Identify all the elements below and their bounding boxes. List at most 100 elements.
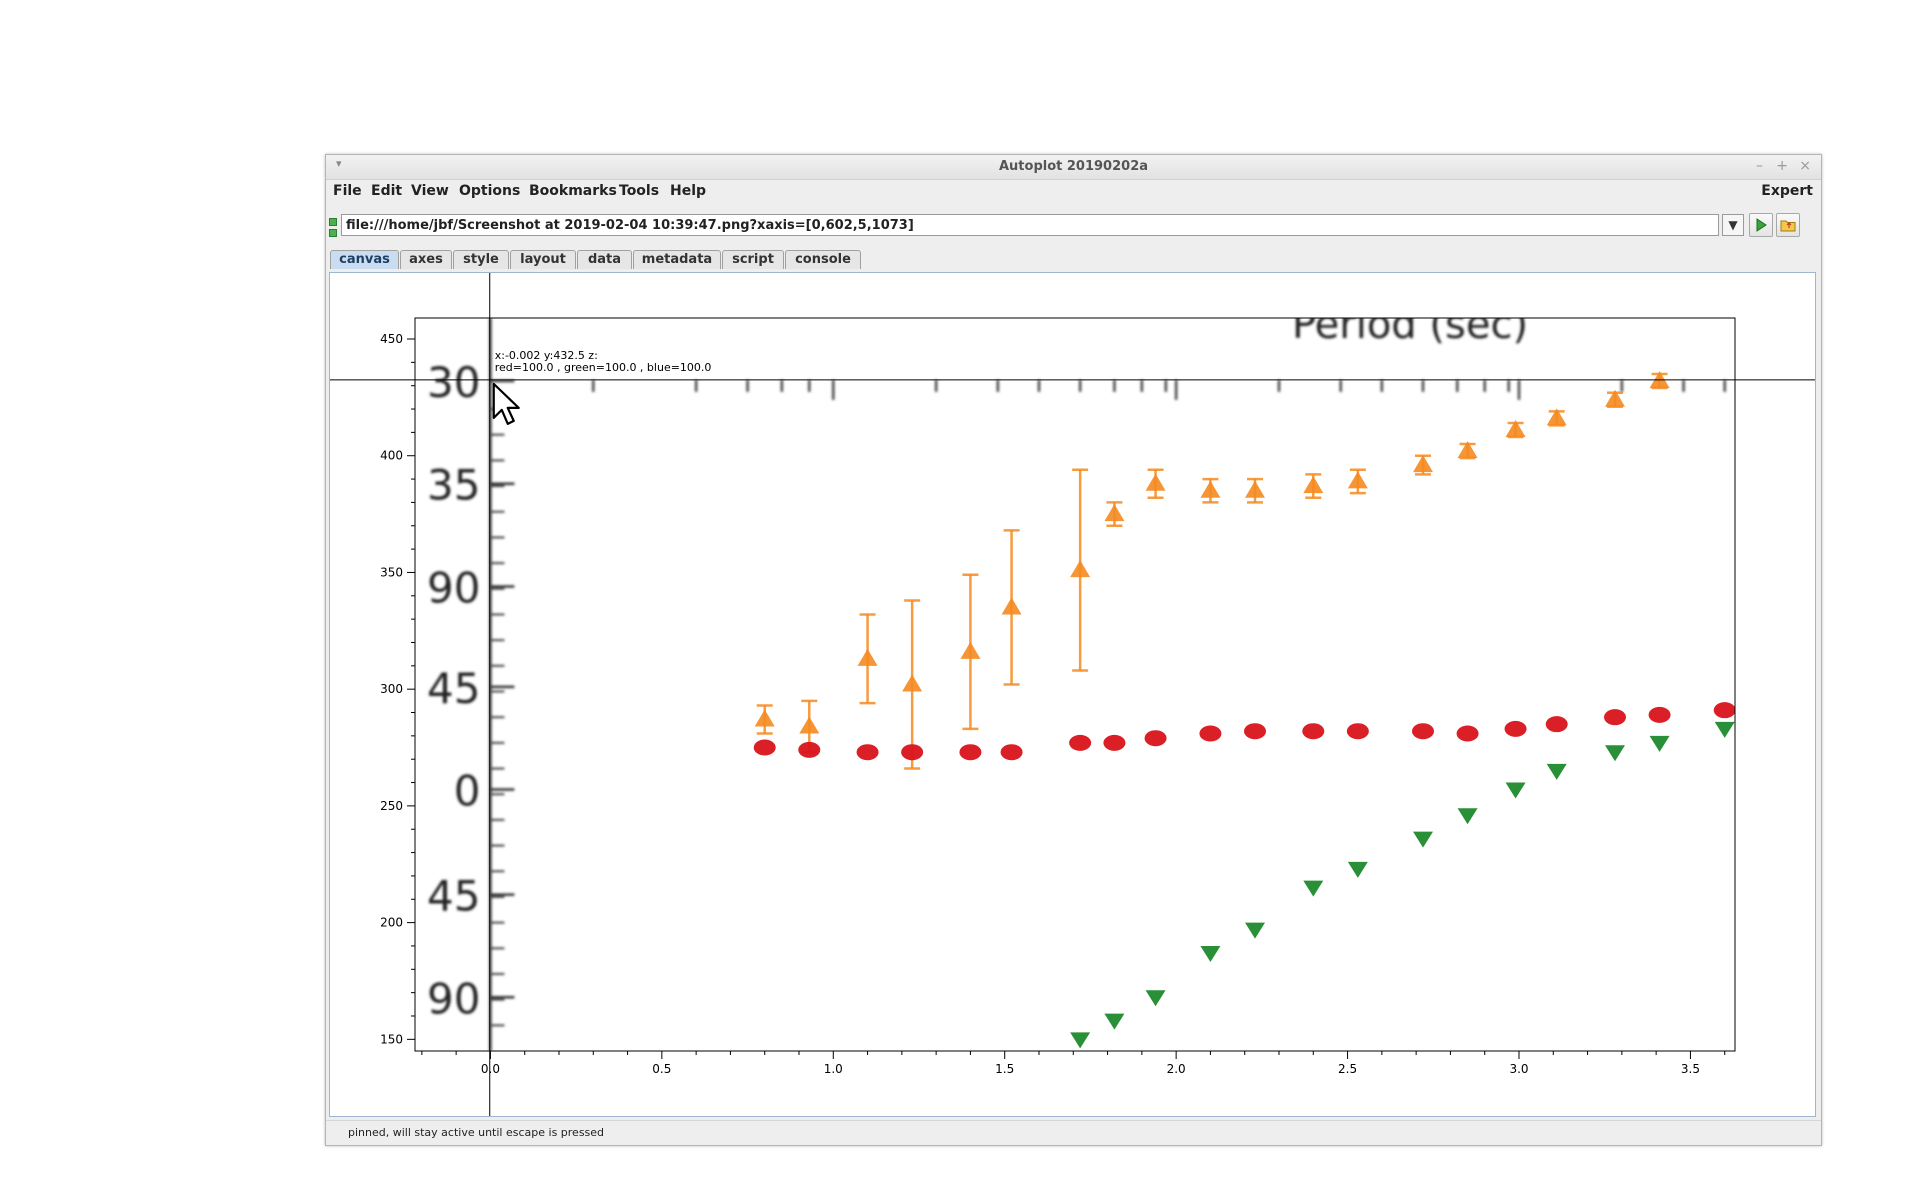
data-point: [1070, 1032, 1091, 1049]
embedded-title: Period (sec): [1292, 302, 1528, 348]
data-point: [1000, 744, 1023, 761]
data-point: [753, 739, 776, 756]
x-tick-label: 1.0: [824, 1062, 843, 1076]
menu-edit[interactable]: Edit: [371, 183, 403, 199]
x-tick-label: 1.5: [995, 1062, 1014, 1076]
data-point: [1070, 560, 1091, 578]
data-point: [799, 716, 820, 734]
data-point: [1199, 725, 1222, 742]
data-point: [1605, 389, 1625, 407]
app-window: ▾ Autoplot 20190202a – + × File Edit Vie…: [325, 154, 1822, 1146]
window-menu-icon[interactable]: ▾: [336, 157, 342, 170]
menu-bar: File Edit View Options Bookmarks Tools H…: [326, 180, 1821, 202]
data-point: [1457, 441, 1478, 459]
expert-toggle[interactable]: Expert: [1761, 183, 1813, 199]
data-point: [1245, 480, 1265, 498]
y-tick-label: 250: [380, 799, 403, 813]
embedded-left-label: 90: [427, 563, 480, 612]
tab-data[interactable]: data: [577, 250, 632, 269]
data-point: [1145, 473, 1166, 491]
data-point: [1605, 745, 1625, 762]
embedded-left-axis: 30 35 90 45 0 45 90: [427, 318, 515, 1051]
url-row: file:///home/jbf/Screenshot at 2019-02-0…: [326, 211, 1821, 241]
x-tick-label: 2.5: [1338, 1062, 1357, 1076]
title-bar: ▾ Autoplot 20190202a – + ×: [326, 155, 1821, 180]
tab-script[interactable]: script: [722, 250, 784, 269]
tab-layout[interactable]: layout: [510, 250, 576, 269]
data-point: [1303, 880, 1324, 897]
data-point: [959, 744, 982, 761]
maximize-icon[interactable]: +: [1776, 158, 1788, 174]
minimize-icon[interactable]: –: [1756, 158, 1763, 174]
data-point: [1546, 408, 1567, 426]
crosshair-readout-line1: x:-0.002 y:432.5 z:: [495, 349, 598, 362]
data-point: [1346, 723, 1369, 740]
data-point: [1347, 861, 1368, 878]
data-point: [960, 641, 981, 659]
menu-options[interactable]: Options: [459, 183, 521, 199]
embedded-left-label: 30: [427, 358, 480, 407]
embedded-left-label: 45: [427, 664, 480, 713]
tab-metadata[interactable]: metadata: [633, 250, 721, 269]
y-tick-label: 150: [380, 1032, 403, 1046]
data-point: [1457, 808, 1478, 825]
data-point: [1347, 471, 1368, 489]
data-point: [1144, 730, 1167, 747]
data-point: [1103, 734, 1126, 751]
data-point: [1714, 721, 1735, 738]
embedded-top-axis: [592, 379, 1726, 400]
status-bar: pinned, will stay active until escape is…: [326, 1120, 1821, 1145]
data-point: [857, 648, 878, 666]
embedded-left-label: 45: [427, 872, 480, 921]
y-axis: 150 200 250 300 350 400 450: [380, 332, 415, 1046]
menu-file[interactable]: File: [333, 183, 362, 199]
data-point: [1649, 735, 1670, 752]
drag-grip-icon[interactable]: [329, 218, 337, 237]
x-tick-label: 0.5: [652, 1062, 671, 1076]
plot-canvas[interactable]: Period (sec) 30 35 90 45 0 45 90 0.0 0.5 1.0 1.5 2…: [329, 272, 1816, 1117]
data-point: [1413, 455, 1433, 473]
data-point: [1505, 420, 1526, 438]
data-point: [1104, 1013, 1125, 1030]
data-point: [1244, 723, 1266, 740]
y-tick-label: 400: [380, 449, 403, 463]
tab-style[interactable]: style: [453, 250, 509, 269]
tab-canvas[interactable]: canvas: [330, 250, 399, 269]
chevron-down-icon[interactable]: ▼: [1722, 214, 1744, 236]
data-point: [1648, 706, 1671, 723]
data-point: [1456, 725, 1479, 742]
tab-axes[interactable]: axes: [400, 250, 452, 269]
data-point: [1413, 831, 1433, 848]
y-tick-label: 350: [380, 565, 403, 579]
data-point: [1504, 720, 1527, 737]
data-series: [753, 371, 1735, 1049]
plot-frame: [414, 317, 1736, 1052]
x-tick-label: 2.0: [1167, 1062, 1186, 1076]
tab-console[interactable]: console: [785, 250, 861, 269]
window-title: Autoplot 20190202a: [998, 159, 1149, 174]
data-point: [1245, 922, 1265, 939]
menu-view[interactable]: View: [411, 183, 449, 199]
x-tick-label: 0.0: [481, 1062, 500, 1076]
data-point: [1604, 709, 1626, 726]
menu-help[interactable]: Help: [670, 183, 707, 199]
folder-icon[interactable]: [1776, 213, 1800, 237]
data-point: [1412, 723, 1434, 740]
data-point: [1546, 763, 1567, 780]
series-1: [753, 702, 1735, 761]
data-point: [1713, 702, 1735, 719]
data-point: [1545, 716, 1568, 733]
data-point: [856, 744, 879, 761]
url-input[interactable]: file:///home/jbf/Screenshot at 2019-02-0…: [341, 214, 1719, 236]
menu-tools[interactable]: Tools: [619, 183, 660, 199]
data-point: [1505, 782, 1526, 799]
data-point: [754, 709, 775, 727]
embedded-left-label: 0: [454, 767, 481, 816]
menu-bookmarks[interactable]: Bookmarks: [529, 183, 617, 199]
crosshair-readout-line2: red=100.0 , green=100.0 , blue=100.0: [495, 361, 712, 374]
close-icon[interactable]: ×: [1799, 158, 1811, 174]
play-icon[interactable]: [1749, 213, 1773, 237]
data-point: [798, 741, 821, 758]
y-tick-label: 200: [380, 916, 403, 930]
